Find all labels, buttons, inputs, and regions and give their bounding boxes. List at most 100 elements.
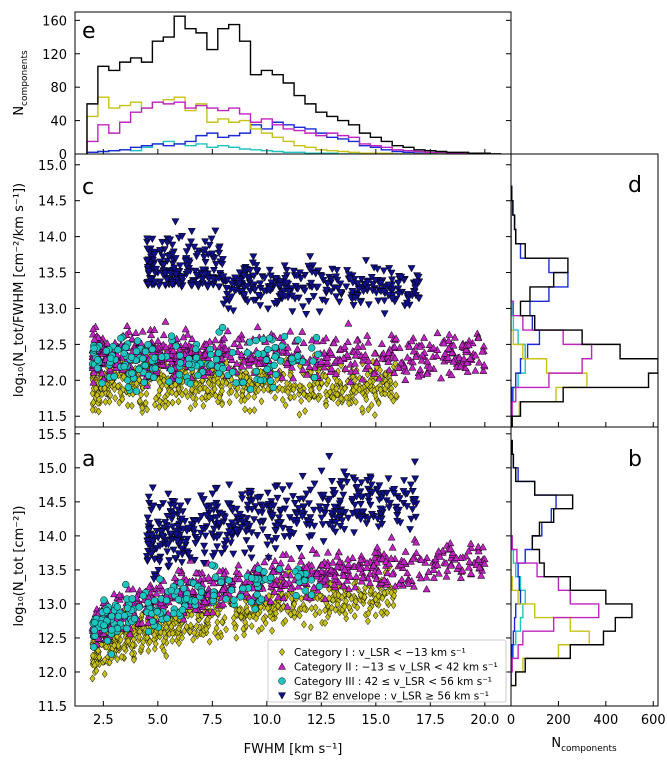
point-c-cat2 [303,370,312,378]
point-c-cat4 [385,265,394,273]
point-c-cat3 [271,353,279,361]
point-c-cat2 [89,324,98,333]
point-c-cat2 [202,340,211,348]
point-a-cat1 [89,674,96,683]
panel-e-ylabel: Ncomponents [12,50,30,116]
point-c-cat4 [397,273,406,281]
point-c-cat3 [90,344,98,352]
point-c-cat3 [212,355,221,364]
point-a-cat4 [366,475,375,483]
point-c-cat3 [228,348,237,357]
point-c-cat1 [117,388,124,397]
point-a-cat1 [232,624,239,633]
point-c-cat2 [221,344,230,353]
point-c-cat2 [211,335,220,344]
point-c-cat4 [281,275,290,283]
point-a-cat3 [123,604,132,612]
point-c-cat3 [124,383,132,391]
panel-c-yticks: 11.5 12.0 12.5 13.0 13.5 14.0 14.5 15.0 [38,159,511,427]
point-a-cat3 [103,637,112,645]
point-a-cat1 [111,641,118,650]
point-c-cat3 [133,337,142,345]
point-c-cat4 [380,310,389,318]
point-a-cat1 [348,594,355,603]
point-a-cat4 [172,530,181,539]
legend-items: Category I : v_LSR < −13 km s⁻¹ Category … [277,647,498,703]
point-c-cat1 [372,391,379,400]
point-c-cat2 [329,338,338,347]
point-c-cat1 [162,402,169,411]
point-a-cat4 [163,512,172,521]
point-a-cat1 [140,637,147,646]
point-c-cat1 [242,405,248,414]
point-c-cat2 [169,346,178,354]
a-xtick-label: 17.5 [416,713,445,728]
point-c-cat2 [439,339,448,347]
point-c-cat1 [227,381,233,390]
legend-marker-cat1 [279,647,285,657]
point-a-cat1 [301,620,307,629]
point-a-cat3 [248,574,256,582]
point-a-cat2 [351,582,360,591]
point-c-cat3 [192,354,200,362]
point-a-cat3 [275,565,284,573]
point-a-cat2 [145,582,154,591]
point-a-cat3 [247,598,255,606]
point-a-cat1 [272,609,279,618]
panel-a-letter: a [82,447,95,472]
point-c-cat1 [169,388,175,397]
point-a-cat2 [436,552,445,560]
point-c-cat4 [377,279,386,287]
point-c-cat1 [392,380,399,389]
point-c-cat3 [194,371,202,380]
point-c-cat4 [332,293,341,301]
point-a-cat3 [120,612,129,620]
point-a-cat4 [243,515,252,523]
point-a-cat3 [267,574,275,582]
point-c-cat2 [287,363,296,371]
point-a-cat4 [196,492,205,500]
point-c-cat4 [214,245,223,253]
point-a-cat3 [182,595,191,603]
point-a-cat2 [480,559,489,567]
point-a-cat1 [128,649,135,658]
point-a-cat1 [390,601,397,610]
point-a-cat1 [372,611,379,620]
point-a-cat1 [391,591,397,600]
point-a-cat4 [163,548,172,556]
point-a-cat4 [223,500,233,508]
point-a-cat4 [187,521,196,529]
point-c-cat2 [416,342,425,350]
point-a-cat1 [291,599,298,608]
point-c-cat4 [199,266,208,274]
point-a-cat1 [334,600,341,609]
point-c-cat3 [120,363,128,371]
point-c-cat4 [249,253,258,261]
point-c-cat1 [241,396,248,405]
legend: Category I : v_LSR < −13 km s⁻¹ Category … [267,639,507,703]
point-a-cat3 [135,603,143,611]
point-a-cat1 [242,618,249,627]
point-a-cat2 [278,550,287,558]
point-a-cat2 [340,565,349,573]
c-ytick-label: 14.0 [38,231,67,246]
point-a-cat2 [412,538,421,546]
hist-e-total [86,15,502,154]
point-a-cat1 [384,598,391,607]
point-c-cat4 [260,287,269,296]
point-a-cat4 [275,514,284,522]
point-a-cat4 [144,541,153,549]
point-a-cat4 [357,479,366,487]
point-a-cat4 [337,478,346,486]
point-c-cat4 [388,276,397,284]
point-c-cat1 [291,392,298,401]
point-a-cat4 [328,525,337,533]
point-a-cat3 [211,573,220,581]
point-c-cat2 [131,328,140,336]
point-a-cat2 [369,561,378,569]
point-a-cat3 [100,621,108,629]
point-c-cat4 [252,267,261,275]
point-c-cat4 [256,302,265,310]
point-c-cat1 [233,391,240,400]
point-a-cat2 [218,585,228,593]
